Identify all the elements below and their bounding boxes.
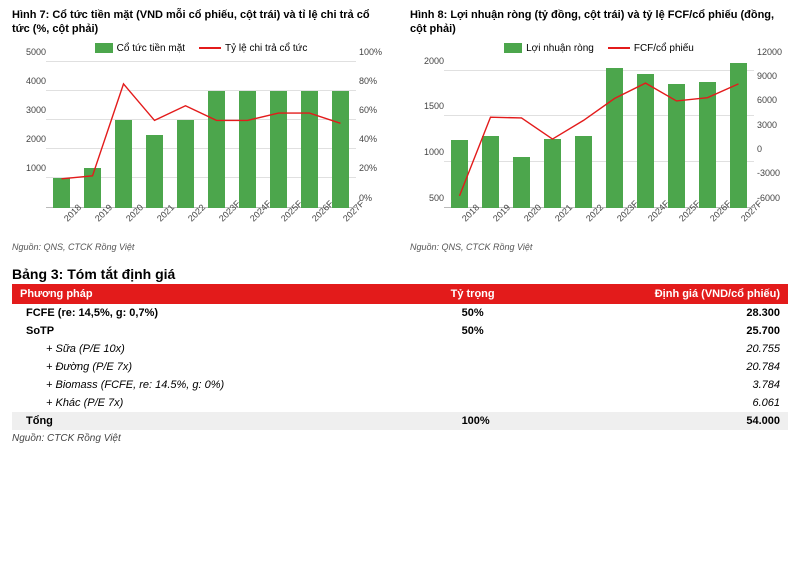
chart7-area: 10002000300040005000 0%20%40%60%80%100% … xyxy=(12,58,390,238)
col-value: Định giá (VND/cổ phiếu) xyxy=(528,284,788,304)
valuation-table: Phương pháp Tỷ trọng Định giá (VND/cổ ph… xyxy=(12,284,788,430)
chart-8: Hình 8: Lợi nhuận ròng (tỷ đồng, cột trá… xyxy=(410,8,788,238)
chart7-x-labels: 201820192020202120222023F2024F2025F2026F… xyxy=(46,208,356,238)
table-row: SoTP50%25.700 xyxy=(12,322,788,340)
chart8-title: Hình 8: Lợi nhuận ròng (tỷ đồng, cột trá… xyxy=(410,8,788,37)
chart7-source: Nguồn: QNS, CTCK Rồng Việt xyxy=(12,242,390,252)
legend-line: Tỷ lệ chi trả cổ tức xyxy=(199,43,307,54)
valuation-table-section: Bảng 3: Tóm tắt định giá Phương pháp Tỷ … xyxy=(0,266,800,454)
chart7-y-right: 0%20%40%60%80%100% xyxy=(356,62,390,208)
table-row: + Đường (P/E 7x)20.784 xyxy=(12,358,788,376)
legend-bar-label: Cổ tức tiền mặt xyxy=(117,43,185,54)
table-row: FCFE (re: 14,5%, g: 0,7%)50%28.300 xyxy=(12,304,788,322)
table-row: + Biomass (FCFE, re: 14.5%, g: 0%)3.784 xyxy=(12,376,788,394)
legend-bar: Lợi nhuận ròng xyxy=(504,43,594,54)
chart7-title: Hình 7: Cổ tức tiền mặt (VND mỗi cổ phiế… xyxy=(12,8,390,37)
line-swatch xyxy=(608,47,630,49)
charts-row: Hình 7: Cổ tức tiền mặt (VND mỗi cổ phiế… xyxy=(0,0,800,242)
table-header: Phương pháp Tỷ trọng Định giá (VND/cổ ph… xyxy=(12,284,788,304)
bar-swatch xyxy=(504,43,522,53)
table-title: Bảng 3: Tóm tắt định giá xyxy=(12,266,788,282)
table-source: Nguồn: CTCK Rồng Việt xyxy=(12,433,788,444)
table-row: + Khác (P/E 7x)6.061 xyxy=(12,394,788,412)
legend-line: FCF/cổ phiếu xyxy=(608,43,694,54)
chart-7: Hình 7: Cổ tức tiền mặt (VND mỗi cổ phiế… xyxy=(12,8,390,238)
legend-line-label: FCF/cổ phiếu xyxy=(634,43,694,54)
bar-swatch xyxy=(95,43,113,53)
table-body: FCFE (re: 14,5%, g: 0,7%)50%28.300SoTP50… xyxy=(12,304,788,430)
chart8-legend: Lợi nhuận ròng FCF/cổ phiếu xyxy=(410,43,788,54)
table-row: + Sữa (P/E 10x)20.755 xyxy=(12,340,788,358)
chart-sources: Nguồn: QNS, CTCK Rồng Việt Nguồn: QNS, C… xyxy=(0,242,800,266)
legend-bar: Cổ tức tiền mặt xyxy=(95,43,185,54)
chart7-y-left: 10002000300040005000 xyxy=(12,62,46,208)
chart8-y-right: -6000-3000030006000900012000 xyxy=(754,62,788,208)
col-weight: Tỷ trọng xyxy=(417,284,527,304)
col-method: Phương pháp xyxy=(12,284,417,304)
legend-line-label: Tỷ lệ chi trả cổ tức xyxy=(225,43,307,54)
chart7-legend: Cổ tức tiền mặt Tỷ lệ chi trả cổ tức xyxy=(12,43,390,54)
chart8-plot xyxy=(444,62,754,208)
chart8-x-labels: 201820192020202120222023F2024F2025F2026F… xyxy=(444,208,754,238)
table-row: Tổng100%54.000 xyxy=(12,412,788,430)
legend-bar-label: Lợi nhuận ròng xyxy=(526,43,594,54)
chart8-area: 500100015002000 -6000-300003000600090001… xyxy=(410,58,788,238)
line-swatch xyxy=(199,47,221,49)
chart7-plot xyxy=(46,62,356,208)
chart8-y-left: 500100015002000 xyxy=(410,62,444,208)
chart8-source: Nguồn: QNS, CTCK Rồng Việt xyxy=(410,242,788,252)
